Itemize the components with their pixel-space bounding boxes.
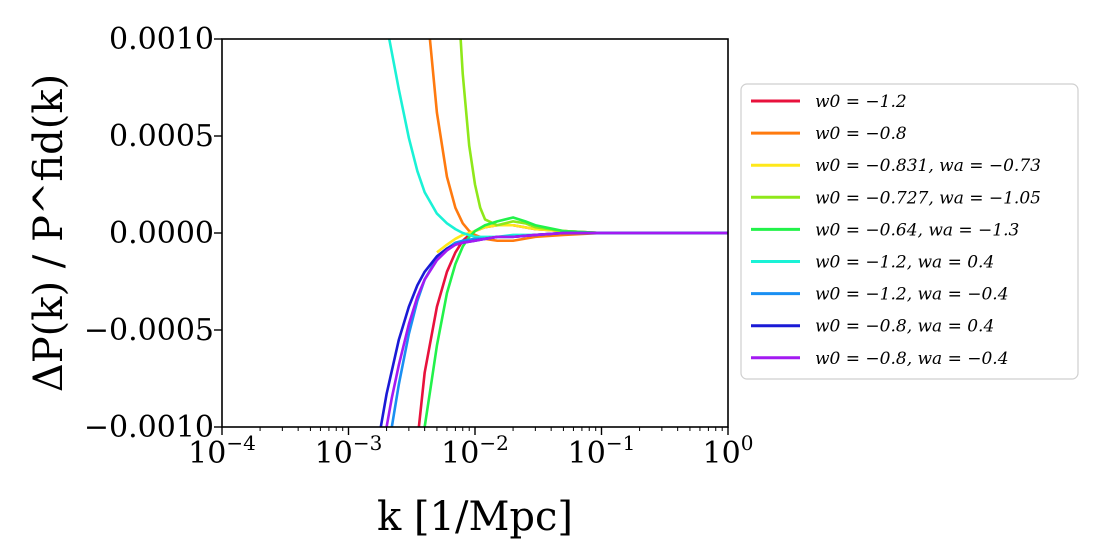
series-line-9 xyxy=(385,231,728,427)
x-tick-label: 10−3 xyxy=(315,431,383,471)
x-axis-title: k [1/Mpc] xyxy=(377,494,573,540)
y-tick-label: 0.0010 xyxy=(109,22,214,57)
legend-label-4: w0 = −0.727, wa = −1.05 xyxy=(815,188,1041,208)
legend-frame xyxy=(740,83,1079,380)
legend-label-2: w0 = −0.8 xyxy=(815,124,907,144)
legend-label-9: w0 = −0.8, wa = −0.4 xyxy=(815,349,1009,369)
series-layer xyxy=(379,39,728,427)
legend-items: w0 = −1.2 w0 = −0.8 w0 = −0.831, wa = −0.7… xyxy=(751,92,1041,369)
legend-label-5: w0 = −0.64, wa = −1.3 xyxy=(815,220,1019,240)
y-tick-label: −0.0010 xyxy=(84,410,214,445)
series-line-2 xyxy=(428,39,728,243)
legend: w0 = −1.2 w0 = −0.8 w0 = −0.831, wa = −0.7… xyxy=(740,83,1079,380)
legend-label-7: w0 = −1.2, wa = −0.4 xyxy=(815,285,1009,305)
legend-label-6: w0 = −1.2, wa = 0.4 xyxy=(815,253,994,273)
legend-label-3: w0 = −0.831, wa = −0.73 xyxy=(815,156,1041,176)
legend-label-8: w0 = −0.8, wa = 0.4 xyxy=(815,317,994,337)
legend-label-1: w0 = −1.2 xyxy=(815,92,907,112)
series-line-5 xyxy=(423,216,728,427)
y-axis-title: ΔP(k) / P^fid(k) xyxy=(26,74,72,392)
y-tick-label: −0.0005 xyxy=(84,313,214,348)
series-line-4 xyxy=(459,39,728,235)
y-tick-label: 0.0000 xyxy=(109,216,214,251)
x-tick-label: 100 xyxy=(703,431,754,471)
x-tick-label: 10−2 xyxy=(441,431,509,471)
x-tick-label: 10−1 xyxy=(568,431,636,471)
series-line-7 xyxy=(390,231,728,427)
series-line-1 xyxy=(417,223,728,427)
y-tick-label: 0.0005 xyxy=(109,119,214,154)
x-tick-label: 10−4 xyxy=(188,431,256,471)
